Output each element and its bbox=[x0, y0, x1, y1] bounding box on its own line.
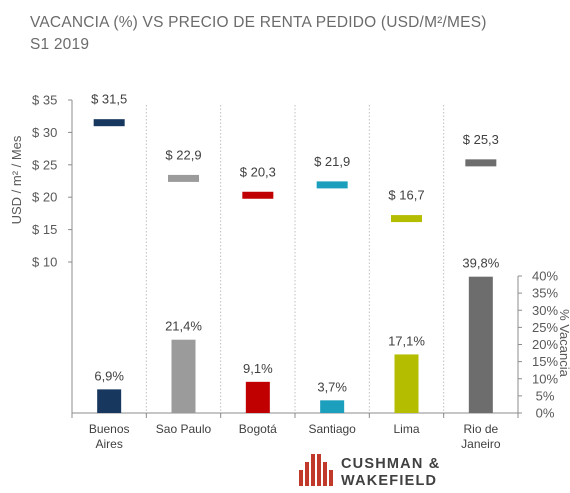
price-tick-label: $ 30 bbox=[32, 125, 57, 140]
vacancy-data-label: 17,1% bbox=[388, 333, 425, 348]
vacancy-data-label: 39,8% bbox=[462, 256, 499, 271]
category-label: Janeiro bbox=[461, 437, 501, 451]
logo-line-1: CUSHMAN & bbox=[341, 456, 440, 472]
price-data-label: $ 22,9 bbox=[165, 147, 201, 162]
vacancy-tick-label: 30% bbox=[532, 303, 558, 318]
price-data-label: $ 25,3 bbox=[463, 132, 499, 147]
price-axis-title: USD / m² / Mes bbox=[9, 135, 24, 224]
logo-mark-icon bbox=[299, 454, 333, 486]
vacancy-bar bbox=[320, 400, 345, 413]
vacancy-data-label: 21,4% bbox=[165, 319, 202, 334]
price-marker bbox=[465, 159, 497, 167]
price-marker bbox=[242, 191, 274, 199]
vacancy-tick-label: 40% bbox=[532, 269, 558, 284]
vacancy-data-label: 9,1% bbox=[243, 361, 273, 376]
vacancy-bar bbox=[97, 389, 122, 413]
title-line-2: S1 2019 bbox=[30, 36, 90, 53]
price-tick-label: $ 15 bbox=[32, 222, 57, 237]
price-data-label: $ 31,5 bbox=[91, 92, 127, 107]
category-label: Lima bbox=[393, 422, 419, 436]
category-label: Sao Paulo bbox=[156, 422, 212, 436]
price-data-label: $ 16,7 bbox=[388, 188, 424, 203]
vacancy-y-axis: 0% 5% 10% 15% 20% 25% 30% 35% 40% bbox=[72, 269, 558, 421]
vacancy-tick-label: 5% bbox=[536, 388, 555, 403]
price-tick-label: $ 35 bbox=[32, 93, 57, 108]
vacancy-data-label: 6,9% bbox=[94, 368, 124, 383]
price-tick-label: $ 10 bbox=[32, 255, 57, 270]
vacancy-tick-label: 15% bbox=[532, 354, 558, 369]
vacancy-bar bbox=[468, 276, 493, 413]
category-label: Santiago bbox=[308, 422, 356, 436]
price-y-axis: $ 10 $ 15 $ 20 $ 25 $ 30 $ 35 bbox=[32, 93, 73, 413]
vacancy-bar bbox=[394, 354, 419, 413]
category-label: Bogotá bbox=[239, 422, 277, 436]
cushman-wakefield-logo: CUSHMAN & WAKEFIELD bbox=[299, 454, 440, 489]
vacancy-bar bbox=[171, 339, 196, 413]
price-tick-label: $ 25 bbox=[32, 157, 57, 172]
price-marker bbox=[168, 174, 199, 182]
chart-marks: $ 31,5 6,9% $ 22,9 21,4% $ 20,3 9,1% $ 21,9 3,7… bbox=[91, 92, 500, 413]
logo-line-2: WAKEFIELD bbox=[341, 473, 437, 489]
price-data-label: $ 21,9 bbox=[314, 154, 350, 169]
price-marker bbox=[391, 215, 422, 223]
vacancy-bar bbox=[245, 381, 270, 413]
category-label: Rio de bbox=[463, 422, 498, 436]
vacancy-tick-label: 35% bbox=[532, 286, 558, 301]
price-data-label: $ 20,3 bbox=[240, 164, 276, 179]
price-marker bbox=[316, 181, 348, 189]
vacancy-tick-label: 0% bbox=[536, 406, 555, 421]
category-label: Buenos bbox=[89, 422, 130, 436]
vacancy-data-label: 3,7% bbox=[317, 379, 347, 394]
vacancy-tick-label: 25% bbox=[532, 320, 558, 335]
vacancy-tick-label: 20% bbox=[532, 337, 558, 352]
title-line-1: VACANCIA (%) VS PRECIO DE RENTA PEDIDO (… bbox=[30, 14, 487, 31]
category-label: Aires bbox=[95, 437, 122, 451]
vacancy-axis-title: % Vacancia bbox=[557, 309, 570, 377]
price-tick-label: $ 20 bbox=[32, 190, 57, 205]
category-dividers bbox=[71, 105, 519, 418]
chart-title: VACANCIA (%) VS PRECIO DE RENTA PEDIDO (… bbox=[30, 12, 487, 56]
price-marker bbox=[93, 119, 125, 127]
vacancy-tick-label: 10% bbox=[532, 371, 558, 386]
